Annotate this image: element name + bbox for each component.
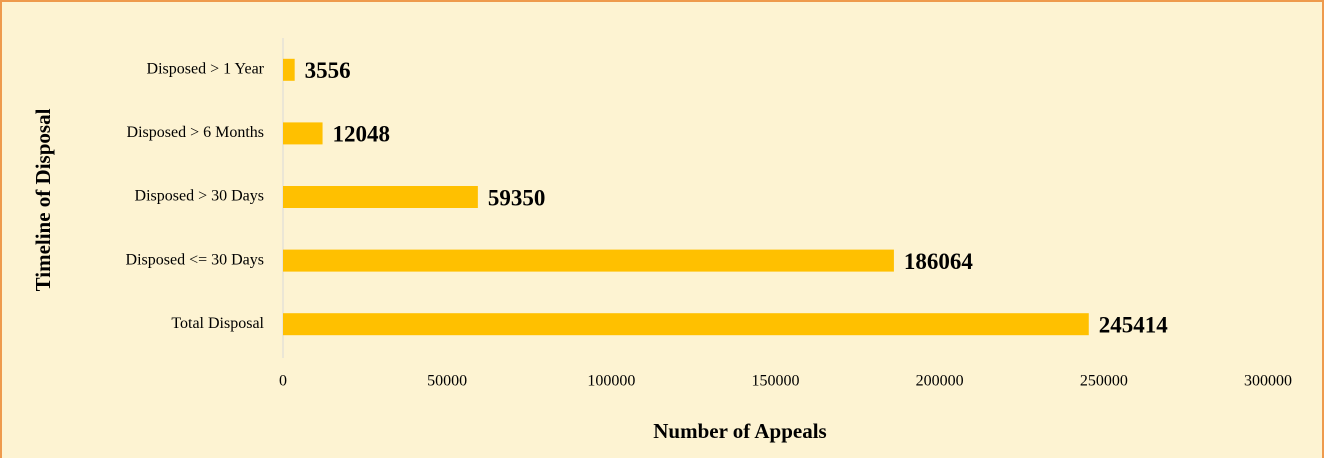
y-tick-label: Total Disposal: [171, 315, 264, 332]
y-tick-label: Disposed > 30 Days: [135, 188, 264, 205]
x-tick-label: 200000: [916, 373, 964, 390]
bar: [283, 122, 323, 145]
x-tick-label: 50000: [427, 373, 467, 390]
y-tick-label: Disposed > 1 Year: [147, 60, 265, 77]
y-axis-title: Timeline of Disposal: [31, 108, 55, 291]
value-label: 12048: [333, 122, 391, 147]
x-tick-label: 150000: [752, 373, 800, 390]
value-label: 245414: [1099, 312, 1169, 337]
bar: [283, 58, 295, 81]
x-tick-label: 300000: [1244, 373, 1292, 390]
x-tick-label: 0: [279, 373, 287, 390]
x-tick-label: 100000: [587, 373, 635, 390]
value-label: 3556: [305, 58, 351, 83]
x-axis-title: Number of Appeals: [653, 419, 826, 443]
y-tick-label: Disposed > 6 Months: [127, 124, 264, 141]
bar: [283, 313, 1089, 336]
y-tick-label: Disposed <= 30 Days: [126, 251, 264, 268]
x-tick-label: 250000: [1080, 373, 1128, 390]
bar: [283, 249, 894, 272]
value-label: 186064: [904, 249, 974, 274]
bar: [283, 186, 478, 208]
value-label: 59350: [488, 185, 546, 210]
